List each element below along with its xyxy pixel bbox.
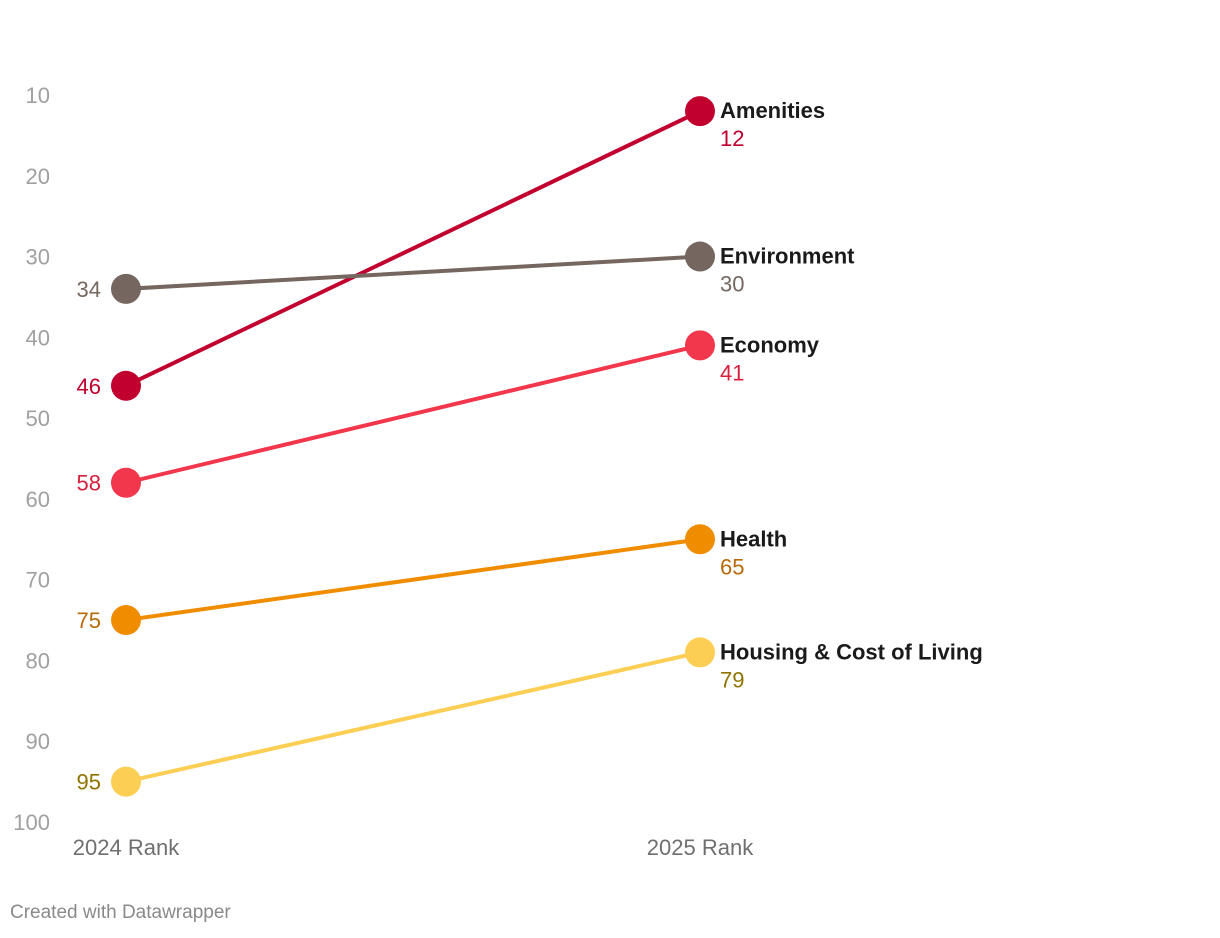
right-value-label: 65 <box>720 554 744 579</box>
series-dot-housing-cost-of-living <box>685 637 715 668</box>
series-name-label: Economy <box>720 332 820 357</box>
series-name-label: Health <box>720 526 787 551</box>
y-tick-label: 90 <box>26 729 50 754</box>
y-tick-label: 50 <box>26 406 50 431</box>
x-category-label: 2024 Rank <box>73 835 180 860</box>
y-tick-label: 70 <box>26 568 50 593</box>
series-line-health <box>124 537 702 623</box>
y-tick-label: 60 <box>26 487 50 512</box>
series-name-label: Housing & Cost of Living <box>720 639 983 664</box>
right-value-label: 41 <box>720 360 744 385</box>
series-dot-environment <box>685 241 715 272</box>
series-name-label: Environment <box>720 244 855 269</box>
y-tick-label: 100 <box>13 810 50 835</box>
series-dot-environment <box>111 273 141 304</box>
left-value-label: 58 <box>77 471 101 496</box>
series-dot-economy <box>685 330 715 361</box>
series-dot-health <box>685 524 715 555</box>
series-dot-economy <box>111 467 141 498</box>
left-value-label: 75 <box>77 608 101 633</box>
right-value-label: 30 <box>720 272 744 297</box>
y-tick-label: 30 <box>26 245 50 270</box>
y-tick-label: 20 <box>26 164 50 189</box>
series-dot-amenities <box>685 96 715 127</box>
credit-text: Created with Datawrapper <box>10 902 231 923</box>
series-line-amenities <box>124 109 702 388</box>
y-tick-label: 80 <box>26 648 50 673</box>
series-line-economy <box>124 343 702 485</box>
series-dot-housing-cost-of-living <box>111 766 141 797</box>
y-tick-label: 10 <box>26 83 50 108</box>
left-value-label: 95 <box>77 770 101 795</box>
left-value-label: 34 <box>77 277 101 302</box>
series-dot-health <box>111 605 141 636</box>
series-name-label: Amenities <box>720 98 825 123</box>
series-dot-amenities <box>111 370 141 401</box>
y-tick-label: 40 <box>26 325 50 350</box>
right-value-label: 12 <box>720 126 744 151</box>
series-line-housing-cost-of-living <box>124 650 702 784</box>
left-value-label: 46 <box>77 374 101 399</box>
series-line-environment <box>124 254 702 291</box>
x-category-label: 2025 Rank <box>647 835 754 860</box>
right-value-label: 79 <box>720 667 744 692</box>
